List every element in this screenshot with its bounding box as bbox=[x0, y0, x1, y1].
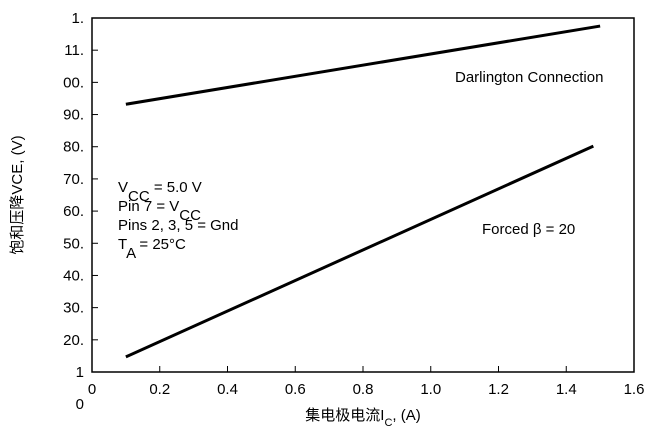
y-tick-label: 1. bbox=[71, 10, 84, 27]
x-axis-label: 集电极电流IC, (A) bbox=[305, 407, 420, 429]
y-tick-label: 90. bbox=[63, 107, 84, 124]
line bbox=[125, 24, 601, 106]
x-tick-label: 0 bbox=[88, 381, 96, 398]
y-tick-label: 1 bbox=[76, 364, 84, 381]
condition-part: Pin 7 = V bbox=[118, 198, 179, 215]
x-axis-label-part: C bbox=[384, 417, 392, 429]
x-axis-label-part: , (A) bbox=[392, 407, 420, 424]
condition-part: T bbox=[118, 236, 127, 253]
condition: Pins 2, 3, 5 = Gnd bbox=[118, 217, 239, 234]
y-tick-label: 80. bbox=[63, 139, 84, 156]
y-tick-label: 50. bbox=[63, 235, 84, 252]
line bbox=[125, 144, 594, 359]
condition-part: V bbox=[118, 179, 128, 196]
y-tick-label: 11. bbox=[64, 42, 84, 59]
x-tick-label: 1.2 bbox=[488, 381, 509, 398]
x-axis-label-part: 集电极电流I bbox=[305, 407, 384, 424]
x-tick-label: 0.8 bbox=[353, 381, 374, 398]
condition-part: = 25°C bbox=[135, 236, 186, 253]
condition-part: = 5.0 V bbox=[150, 179, 202, 196]
y-tick-label: 30. bbox=[63, 300, 84, 317]
series-label: Darlington Connection bbox=[455, 69, 603, 86]
y-tick-label: 20. bbox=[63, 332, 84, 349]
condition-part: Pins 2, 3, 5 = Gnd bbox=[118, 217, 239, 234]
y-tick-label: 00. bbox=[63, 74, 84, 91]
x-tick-label: 0.6 bbox=[285, 381, 306, 398]
y-axis-label: 饱和压降VCE, (V) bbox=[9, 135, 26, 254]
condition: VCC = 5.0 V bbox=[118, 179, 202, 205]
condition: Pin 7 = VCC bbox=[118, 198, 201, 224]
condition: TA = 25°C bbox=[118, 236, 186, 262]
condition-part: CC bbox=[128, 188, 150, 205]
condition-part: A bbox=[126, 245, 136, 262]
series-label: Forced β = 20 bbox=[482, 221, 575, 238]
x-tick-label: 0.4 bbox=[217, 381, 238, 398]
x-tick-label: 0.2 bbox=[149, 381, 170, 398]
label-bg bbox=[449, 65, 610, 90]
y-tick-label: 60. bbox=[63, 203, 84, 220]
x-tick-label: 1.4 bbox=[556, 381, 577, 398]
condition-part: CC bbox=[179, 207, 201, 224]
x-tick-label: 1.6 bbox=[624, 381, 645, 398]
y-tick-label: 70. bbox=[63, 171, 84, 188]
y-tick-label: 0 bbox=[76, 396, 84, 413]
x-tick-label: 1.0 bbox=[420, 381, 441, 398]
y-tick-label: 40. bbox=[63, 267, 84, 284]
